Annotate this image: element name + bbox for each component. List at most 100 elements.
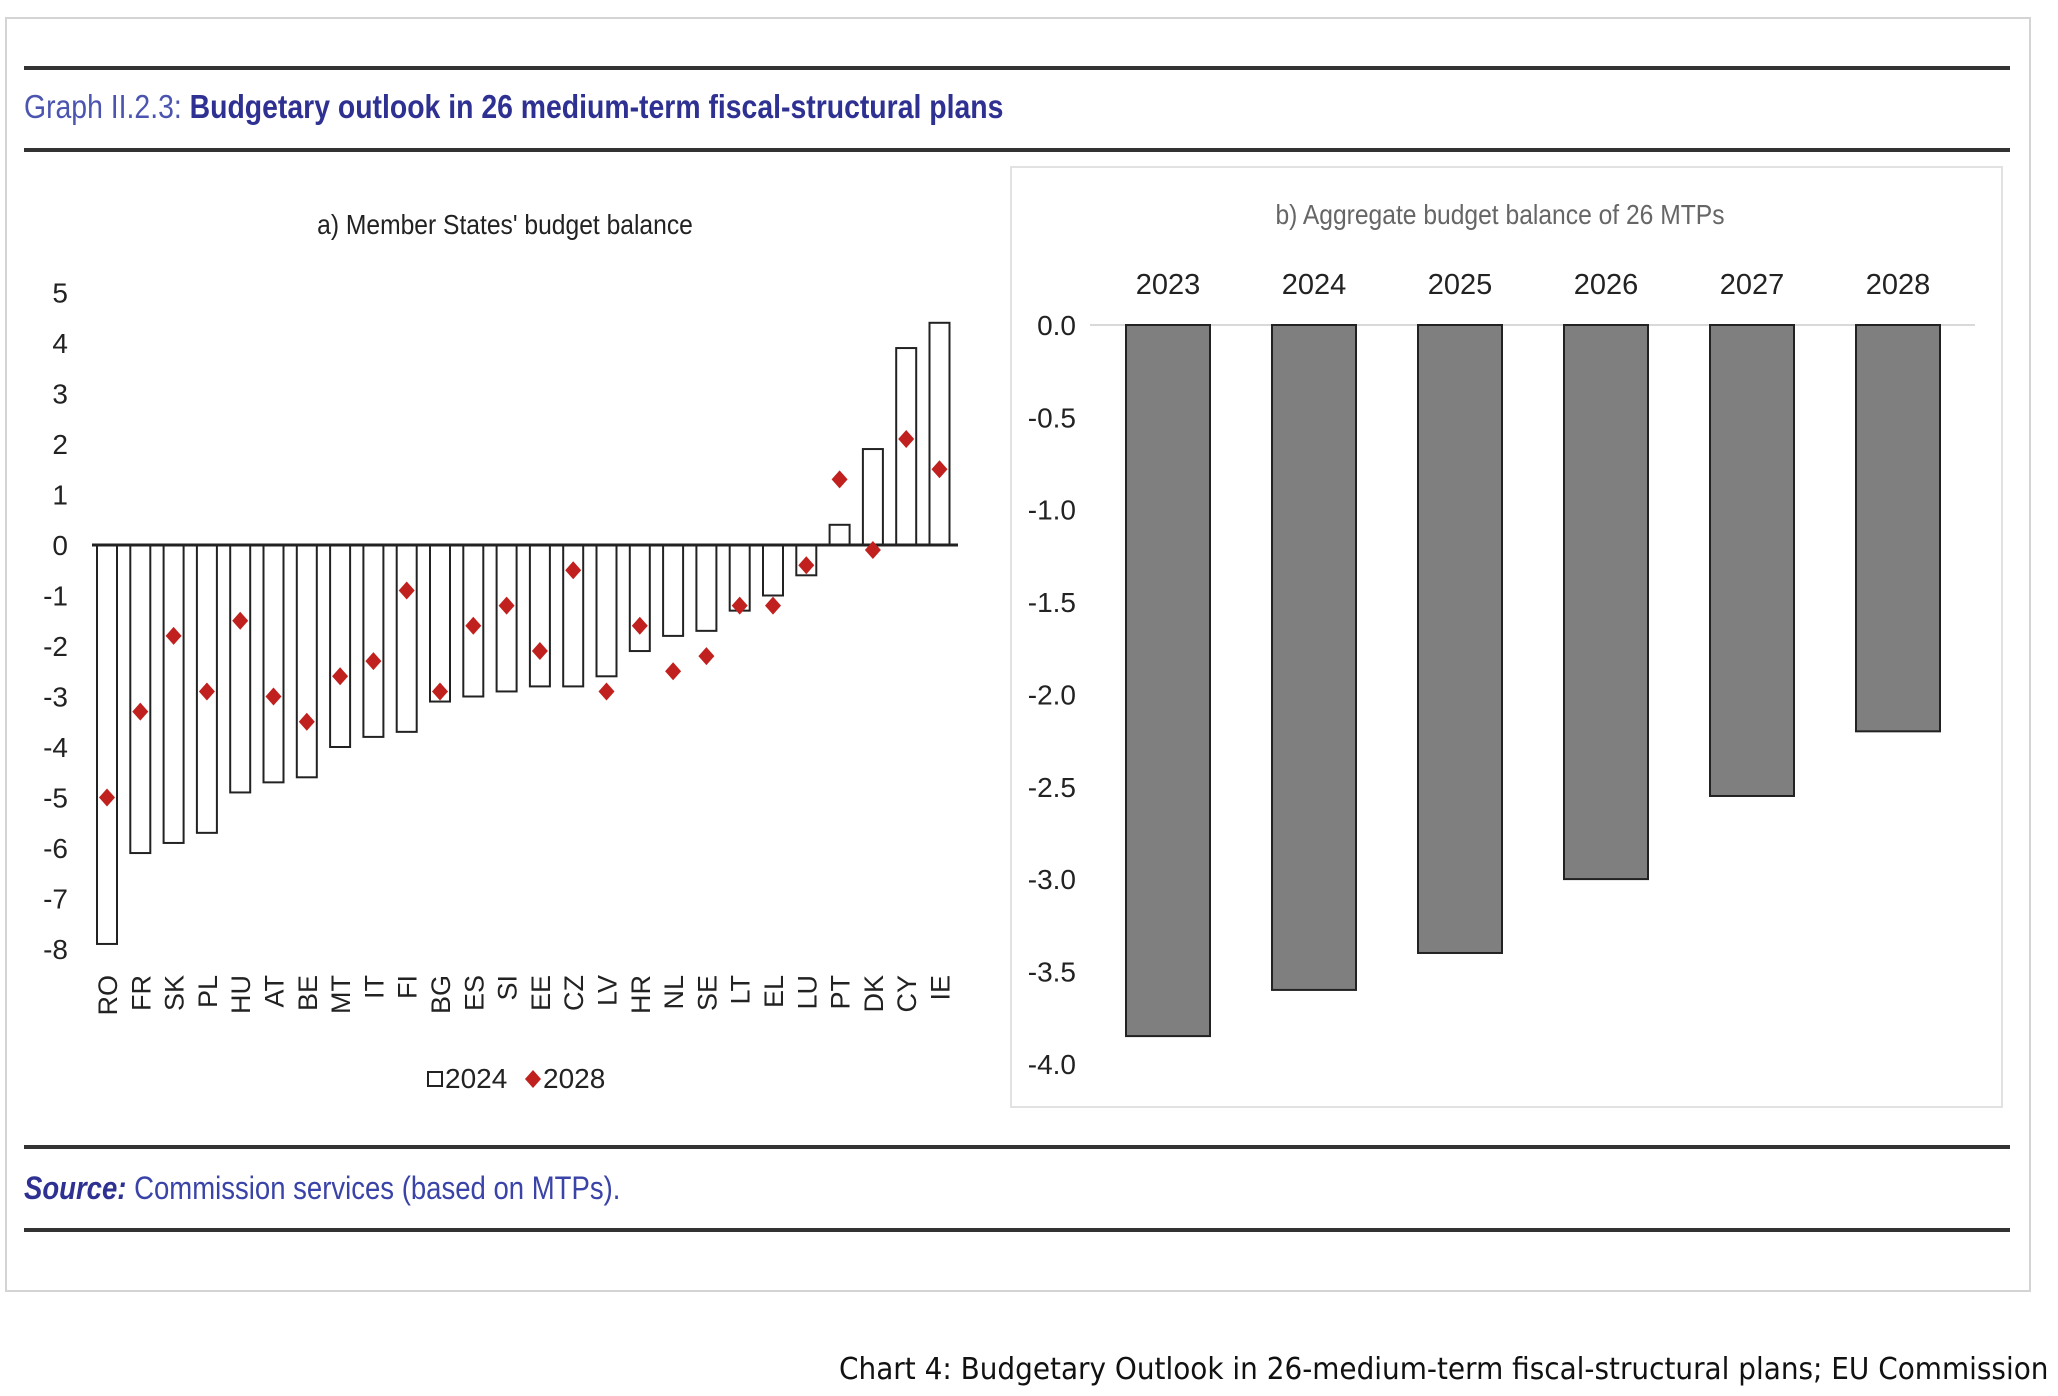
marker-2028-hu [232,611,249,630]
y-tick-label: -6 [43,833,68,864]
x-tick-label: IE [926,975,956,1001]
bar-2024-si [495,544,518,693]
x-tick-label: LT [726,975,756,1005]
legend-label-2028: 2028 [543,1063,605,1094]
marker-2028-cy [898,429,915,448]
x-tick-label: MT [326,975,356,1014]
x-tick-label: 2026 [1574,269,1639,301]
bar-2025 [1417,324,1503,954]
source-bottom-rule [24,1228,2010,1232]
bar-2024-be [295,544,318,779]
chart-a: 5 4 3 2 1 0 -1 -2 -3 -4 -5 -6 -7 -8 RO FR SK PL HU AT BE MT IT… [43,278,958,1016]
top-rule [24,66,2010,70]
x-tick-label: SK [160,975,190,1011]
x-tick-label: PT [826,975,856,1010]
bar-2024-se [695,544,718,632]
marker-2028-fi [398,581,415,600]
marker-2028-se [698,647,715,666]
figure-title: Graph II.2.3: Budgetary outlook in 26 me… [24,88,1003,126]
y-tick-label: -4 [43,732,68,763]
y-tick-label: 5 [52,278,68,309]
bar-2024-ee [528,544,551,688]
bar-2024-it [362,544,385,738]
x-tick-label: AT [260,975,290,1008]
marker-2028-lu [798,556,815,575]
marker-2028-ee [531,642,548,661]
x-tick-label: ES [459,975,489,1011]
panel-b-frame [1010,166,2003,1108]
bar-2024-sk [162,544,185,844]
x-tick-label: HU [226,975,256,1014]
x-tick-label: HR [626,975,656,1014]
y-tick-label: -3.5 [1028,956,1076,987]
marker-2028-lv [598,682,615,701]
x-tick-label: EE [526,975,556,1011]
x-tick-label: BE [293,975,323,1011]
y-tick-label: -7 [43,884,68,915]
x-tick-label: LU [792,975,822,1010]
y-tick-label: -2 [43,631,68,662]
bar-2024 [1271,324,1357,991]
marker-2028-fr [132,702,149,721]
source-label: Source: [24,1170,127,1206]
legend: 2024 2028 [427,1063,605,1094]
y-tick-label: -1 [43,581,68,612]
marker-2028-pl [198,682,215,701]
y-tick-label: -5 [43,783,68,814]
bar-2024-hr [628,544,651,653]
y-tick-label: -1.0 [1028,495,1076,526]
y-tick-label: -4.0 [1028,1049,1076,1080]
marker-2028-hr [631,616,648,635]
x-tick-label: CY [892,975,922,1013]
title-rule [24,148,2010,152]
x-tick-label: EL [759,975,789,1008]
y-tick-label: -2.0 [1028,679,1076,710]
y-tick-label: -1.5 [1028,587,1076,618]
bar-2024-at [262,544,285,784]
y-tick-label: -3.0 [1028,864,1076,895]
bar-2024-mt [329,544,352,748]
x-tick-label: NL [659,975,689,1010]
y-tick-label: -3 [43,682,68,713]
chart-b: 0.0 -0.5 -1.0 -1.5 -2.0 -2.5 -3.0 -3.5 -4.0 2023 2… [1028,269,1975,1080]
bar-2027 [1709,324,1795,797]
bar-2024-ie [928,321,951,546]
bar-2024-el [762,544,784,597]
source-top-rule [24,1145,2010,1149]
bar-2024-hu [229,544,252,794]
marker-2028-dk [864,541,881,560]
marker-2028-es [465,616,482,635]
figure-frame [5,17,2031,1292]
x-tick-label: FR [126,975,156,1011]
marker-2028-mt [332,667,349,686]
marker-2028-bg [432,682,448,701]
bar-2028 [1855,324,1941,733]
y-tick-label: 4 [52,328,68,359]
y-tick-label: -2.5 [1028,772,1076,803]
bar-2024-bg [429,544,451,703]
bar-2024-ro [96,544,118,945]
x-tick-label: 2023 [1136,269,1201,301]
y-tick-label: -8 [43,934,68,965]
bar-2024-dk [861,448,884,546]
x-tick-label: BG [426,975,456,1014]
marker-2028-si [498,596,515,615]
marker-2028-ie [931,460,948,479]
graph-label: Graph II.2.3: [24,88,182,125]
y-tick-label: 0.0 [1037,310,1076,341]
marker-2028-sk [165,626,182,645]
marker-2028-el [765,596,781,615]
image-caption: Chart 4: Budgetary Outlook in 26-medium-… [838,1352,2048,1387]
bar-2024-pt [828,523,851,546]
x-tick-label: CZ [559,975,589,1011]
bar-2024-lv [595,544,618,678]
x-tick-label: 2028 [1866,269,1931,301]
marker-2028-ro [99,788,115,807]
marker-2028-cz [565,561,582,580]
x-tick-label: SI [493,975,523,1001]
marker-2028-at [265,687,282,706]
source-text: Commission services (based on MTPs). [134,1170,621,1206]
chart-a-title: a) Member States' budget balance [317,209,693,241]
x-tick-label: 2024 [1282,269,1347,301]
